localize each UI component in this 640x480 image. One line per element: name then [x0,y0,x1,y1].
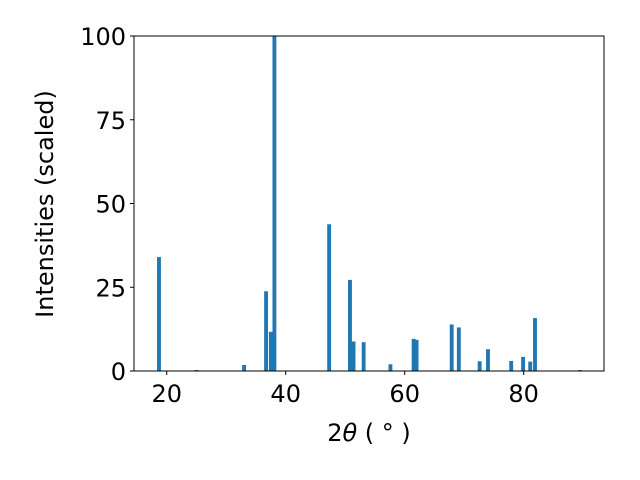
x-tick-label-80: 80 [508,380,539,408]
y-tick-label-25: 25 [95,274,126,302]
x-axis-title-unit: ( ° ) [357,419,411,447]
x-axis-title: 2θ ( ° ) [327,419,411,447]
x-tick-label-60: 60 [389,380,420,408]
y-tick-label-50: 50 [95,191,126,219]
bar-12 [414,339,419,371]
bar-0 [157,257,161,371]
bar-20 [533,318,537,371]
bar-19 [528,361,533,371]
bar-18 [521,356,526,371]
bar-15 [477,361,482,371]
bar-14 [456,327,461,371]
y-axis: 0 25 50 75 100 [80,23,134,386]
bar-17 [509,360,514,371]
bar-13 [449,324,454,371]
bar-5 [272,36,277,371]
x-tick-label-40: 40 [270,380,301,408]
bar-8 [351,341,356,371]
bar-6 [327,224,332,371]
x-axis: 20 40 60 80 [151,371,539,408]
x-axis-title-prefix: 2 [327,419,342,447]
bar-9 [361,342,366,371]
y-tick-label-75: 75 [95,107,126,135]
y-axis-title: Intensities (scaled) [31,90,59,318]
bar-4 [268,331,273,371]
bar-7 [348,279,352,371]
bar-16 [486,349,490,371]
bar-3 [264,291,269,371]
y-tick-label-0: 0 [111,358,126,386]
x-axis-title-symbol: θ [342,419,357,447]
bars-layer [157,36,583,371]
x-tick-label-20: 20 [151,380,182,408]
bar-10 [388,364,393,371]
bar-11 [411,338,416,371]
bar-2 [242,364,246,371]
y-tick-label-100: 100 [80,23,126,51]
